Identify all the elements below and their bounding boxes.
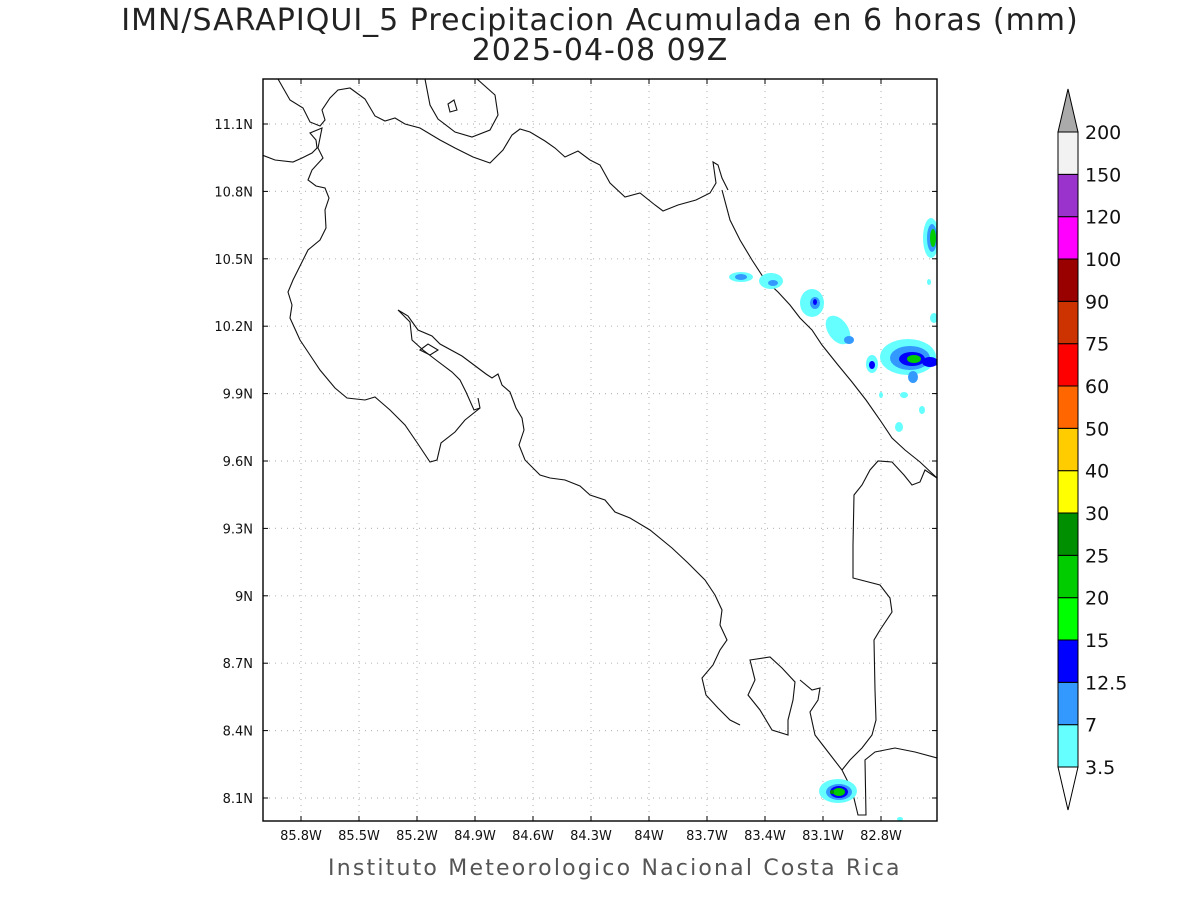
colorbar-swatch: [1057, 131, 1079, 175]
x-tick-label: 83.7W: [686, 829, 728, 844]
x-tick-label: 85.8W: [280, 829, 322, 844]
x-tick-label: 84.3W: [570, 829, 612, 844]
precip-cell: [880, 339, 937, 375]
colorbar-label: 25: [1085, 545, 1109, 567]
precip-cell: [819, 779, 857, 803]
x-tick-label: 84W: [634, 829, 664, 844]
x-tick-label: 85.2W: [396, 829, 438, 844]
y-tick-label: 9.9N: [223, 388, 253, 403]
colorbar-label: 60: [1085, 376, 1109, 398]
y-tick-label: 10.8N: [214, 185, 253, 200]
precip-cell: [759, 273, 783, 289]
colorbar-swatch: [1057, 427, 1079, 472]
y-tick-label: 9N: [235, 590, 253, 605]
colorbar-label: 15: [1085, 630, 1109, 652]
colorbar-label: 75: [1085, 334, 1109, 356]
coastline-golfo-dulce: [799, 679, 937, 816]
x-tick-label: 85.5W: [338, 829, 380, 844]
y-tick-label: 9.6N: [223, 455, 253, 470]
colorbar-label: 7: [1085, 715, 1097, 737]
precip-cell: [800, 289, 824, 317]
colorbar-swatch: [1057, 385, 1079, 429]
colorbar-label: 3.5: [1085, 757, 1115, 779]
colorbar-label: 50: [1085, 418, 1109, 440]
y-tick-label: 10.2N: [214, 320, 253, 335]
x-tick-label: 84.9W: [454, 829, 496, 844]
colorbar-swatch: [1057, 554, 1079, 599]
x-tick-label: 83.1W: [802, 829, 844, 844]
colorbar-label: 12.5: [1085, 672, 1127, 694]
colorbar-swatch: [1057, 597, 1079, 641]
latitude-axis: 11.1N 10.8N 10.5N 10.2N 9.9N 9.6N 9.3N 9N 8.7N 8.…: [214, 118, 937, 807]
island-chira: [418, 343, 440, 356]
precip-cell: [919, 406, 925, 414]
precip-cell: [897, 817, 903, 821]
precip-cell: [879, 392, 883, 398]
island-small: [447, 99, 458, 113]
colorbar-swatch: [1057, 343, 1079, 387]
y-tick-label: 8.7N: [223, 657, 253, 672]
colorbar-max-arrow: [1057, 88, 1079, 133]
precip-cell: [825, 315, 854, 345]
colorbar-label: 40: [1085, 461, 1109, 483]
coastline-caribbean: [721, 189, 937, 479]
longitude-axis: 85.8W 85.5W 85.2W 84.9W 84.6W 84.3W 84W 83.7W 83…: [280, 79, 902, 844]
coastline-pacific-north: [263, 127, 481, 463]
x-tick-label: 83.4W: [744, 829, 786, 844]
colorbar-label: 150: [1085, 164, 1121, 186]
colorbar-swatch: [1057, 300, 1079, 345]
precip-cell: [930, 313, 937, 323]
coastline: [263, 79, 937, 816]
map-grid: [263, 79, 937, 821]
colorbar-swatch: [1057, 512, 1079, 556]
y-tick-label: 11.1N: [214, 118, 253, 133]
precipitation-field: [729, 218, 937, 821]
colorbar-swatch: [1057, 216, 1079, 260]
precip-cell: [729, 272, 753, 282]
y-tick-label: 9.3N: [223, 522, 253, 537]
colorbar-label: 20: [1085, 588, 1109, 610]
colorbar-swatch: [1057, 173, 1079, 218]
precip-cell: [923, 218, 937, 258]
y-tick-label: 8.4N: [223, 725, 253, 740]
colorbar-label: 30: [1085, 503, 1109, 525]
colorbar-legend: 3.5 7 12.5 15 20 25 30 40 50 60 75 90 100 120 150 200: [1057, 88, 1127, 811]
colorbar-swatch: [1057, 724, 1079, 768]
x-tick-label: 84.6W: [512, 829, 554, 844]
x-tick-label: 82.8W: [860, 829, 902, 844]
border-panama: [841, 460, 937, 771]
colorbar-label: 90: [1085, 291, 1109, 313]
coastline-nicaragua-lake: [277, 79, 729, 212]
precip-cell: [908, 371, 918, 383]
coastline-osa: [747, 656, 796, 736]
precip-cell: [927, 279, 931, 285]
colorbar-swatch: [1057, 639, 1079, 683]
precip-cell: [900, 392, 908, 398]
colorbar-swatch: [1057, 681, 1079, 726]
precip-cell: [895, 422, 903, 432]
coastline-lake-north: [424, 79, 499, 138]
map-frame: [262, 78, 938, 822]
colorbar-min-arrow: [1057, 766, 1079, 811]
footer-credit: Instituto Meteorologico Nacional Costa R…: [328, 856, 902, 881]
precip-cell: [866, 355, 878, 373]
colorbar-label: 100: [1085, 249, 1121, 271]
colorbar-swatch: [1057, 470, 1079, 514]
colorbar-swatch: [1057, 258, 1079, 302]
chart-title: IMN/SARAPIQUI_5 Precipitacion Acumulada …: [121, 3, 1079, 38]
colorbar-label: 120: [1085, 207, 1121, 229]
y-tick-label: 8.1N: [223, 792, 253, 807]
colorbar-label: 200: [1085, 122, 1121, 144]
y-tick-label: 10.5N: [214, 253, 253, 268]
coastline-nicoya-gulf: [397, 309, 741, 726]
chart-subtitle: 2025-04-08 09Z: [471, 33, 729, 68]
